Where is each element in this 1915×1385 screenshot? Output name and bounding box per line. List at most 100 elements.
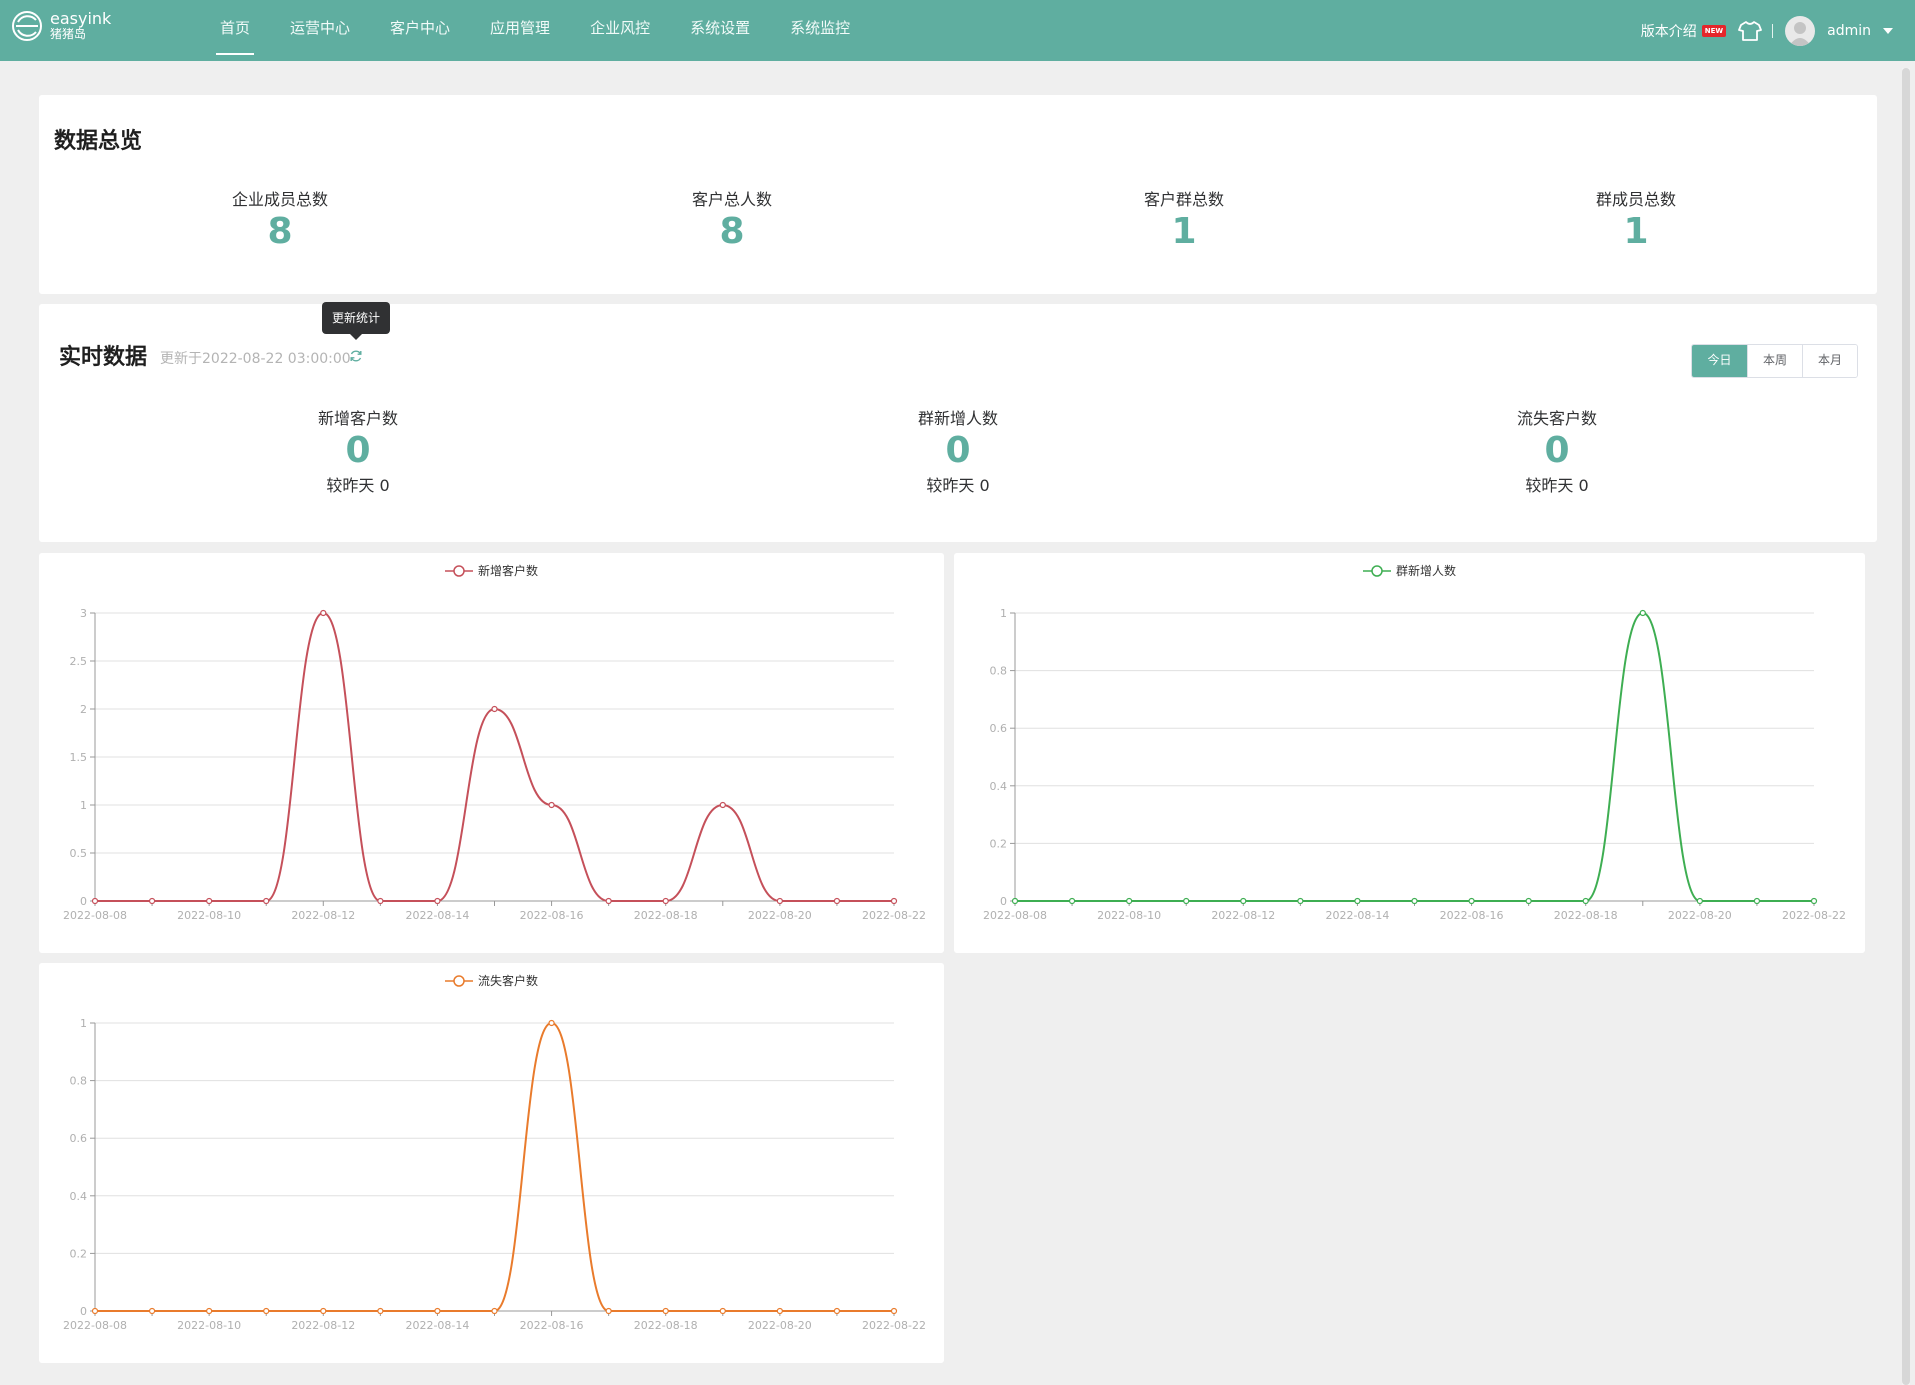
- stat-value: 0: [1544, 430, 1570, 471]
- data-point: [1810, 897, 1818, 905]
- username[interactable]: admin: [1827, 22, 1871, 39]
- nav-item-monitoring[interactable]: 系统监控: [790, 19, 851, 37]
- data-point: [1411, 897, 1418, 905]
- x-tick-label: 2022-08-14: [405, 909, 469, 922]
- y-tick-label: 0.8: [70, 1075, 88, 1088]
- overview-title: 数据总览: [54, 129, 143, 154]
- realtime-panel: [39, 304, 1877, 542]
- y-tick-label: 0.2: [70, 1247, 88, 1260]
- chart-legend[interactable]: 群新增人数: [954, 562, 1865, 579]
- data-point: [1525, 897, 1532, 905]
- nav-item-apps[interactable]: 应用管理: [490, 19, 551, 37]
- legend-line-icon: [444, 974, 473, 987]
- stat-value: 8: [719, 211, 745, 252]
- data-point: [320, 609, 327, 617]
- stat-lost-customers: 流失客户数 0 较昨天 0: [1457, 405, 1657, 496]
- stat-label: 客户群总数: [1143, 190, 1224, 209]
- stat-value: 1: [1623, 211, 1649, 252]
- x-tick-label: 2022-08-16: [520, 909, 584, 922]
- logo[interactable]: easyink 猪猪岛: [11, 9, 111, 42]
- data-point: [206, 1307, 213, 1315]
- data-point: [434, 1307, 441, 1315]
- series-line: [95, 1021, 894, 1312]
- x-tick-label: 2022-08-20: [748, 1319, 812, 1332]
- x-tick-label: 2022-08-18: [1554, 909, 1618, 922]
- stat-label: 群新增人数: [917, 409, 998, 428]
- y-tick-label: 0: [80, 1305, 87, 1318]
- x-tick-label: 2022-08-10: [1097, 909, 1161, 922]
- nav-item-risk-control[interactable]: 企业风控: [590, 19, 651, 37]
- data-point: [206, 897, 213, 905]
- group-new-line-chart: 0 0.2 0.4 0.6 0.8 1 2022-08-08 2022-08-10 2022-0…: [983, 607, 1846, 922]
- top-navbar: easyink 猪猪岛 首页 运营中心 客户中心 应用管理 企业风控 系统设置 …: [0, 0, 1915, 61]
- period-today-button[interactable]: 今日: [1692, 345, 1747, 377]
- logo-subtitle: 猪猪岛: [50, 27, 87, 42]
- x-tick-label: 2022-08-14: [1325, 909, 1389, 922]
- data-point: [662, 1307, 669, 1315]
- data-point: [1011, 897, 1019, 905]
- realtime-title: 实时数据: [59, 345, 148, 370]
- data-point: [1582, 897, 1589, 905]
- easyink-logo-icon: [12, 11, 42, 42]
- chart-legend[interactable]: 新增客户数: [39, 562, 944, 579]
- x-tick-label: 2022-08-08: [63, 1319, 127, 1332]
- data-point: [1126, 897, 1133, 905]
- data-point: [605, 897, 612, 905]
- y-tick-label: 0.4: [990, 780, 1008, 793]
- y-tick-label: 0.8: [990, 665, 1008, 678]
- data-point: [491, 1307, 498, 1315]
- lost-customers-line-chart: 0 0.2 0.4 0.6 0.8 1 2022-08-08 2022-08-10 2022-0…: [63, 1017, 926, 1332]
- refresh-icon[interactable]: [349, 349, 363, 363]
- version-intro-link[interactable]: 版本介绍: [1640, 23, 1697, 40]
- nav-item-settings[interactable]: 系统设置: [690, 19, 751, 37]
- user-avatar[interactable]: [1785, 15, 1816, 46]
- data-point: [719, 801, 726, 809]
- stat-group-new-members: 群新增人数 0 较昨天 0: [858, 405, 1058, 496]
- data-point: [434, 897, 441, 905]
- chart-legend[interactable]: 流失客户数: [39, 972, 944, 989]
- data-point: [1639, 609, 1646, 617]
- data-point: [833, 1307, 841, 1315]
- period-month-button[interactable]: 本月: [1802, 345, 1857, 377]
- data-point: [605, 1307, 612, 1315]
- x-tick-label: 2022-08-12: [291, 1319, 355, 1332]
- x-tick-label: 2022-08-18: [634, 909, 698, 922]
- skin-shirt-icon[interactable]: [1738, 20, 1763, 42]
- data-point: [263, 897, 270, 905]
- data-point: [548, 801, 555, 809]
- data-point: [148, 897, 156, 905]
- period-week-button[interactable]: 本周: [1747, 345, 1802, 377]
- data-point: [833, 897, 841, 905]
- nav-item-customers[interactable]: 客户中心: [390, 19, 451, 37]
- nav-item-operations[interactable]: 运营中心: [290, 19, 351, 37]
- stat-label: 新增客户数: [317, 409, 398, 428]
- legend-line-icon: [1362, 564, 1391, 577]
- stat-group-members-total: 群成员总数 1: [1536, 186, 1736, 253]
- data-point: [263, 1307, 270, 1315]
- x-tick-label: 2022-08-20: [748, 909, 812, 922]
- scrollbar-thumb[interactable]: [1902, 68, 1910, 1385]
- caret-down-icon[interactable]: [1883, 27, 1893, 34]
- x-tick-label: 2022-08-16: [520, 1319, 584, 1332]
- x-tick-label: 2022-08-08: [983, 909, 1047, 922]
- legend-line-icon: [444, 564, 473, 577]
- x-tick-label: 2022-08-12: [291, 909, 355, 922]
- page-scrollbar[interactable]: [1902, 68, 1910, 1385]
- data-point: [719, 1307, 726, 1315]
- x-tick-label: 2022-08-16: [1440, 909, 1504, 922]
- x-tick-label: 2022-08-20: [1668, 909, 1732, 922]
- chart-group-new-panel: 群新增人数 0 0.2 0.4 0.6 0.8 1 2022-08-08 2022-08-10…: [954, 553, 1865, 953]
- data-point: [1354, 897, 1361, 905]
- x-tick-label: 2022-08-22: [862, 1319, 926, 1332]
- x-tick-label: 2022-08-12: [1211, 909, 1275, 922]
- legend-label: 群新增人数: [1395, 564, 1456, 578]
- data-point: [91, 1307, 99, 1315]
- nav-item-home[interactable]: 首页: [210, 0, 260, 61]
- data-point: [1183, 897, 1190, 905]
- series-line: [95, 611, 894, 902]
- legend-label: 流失客户数: [477, 974, 538, 988]
- stat-label: 企业成员总数: [231, 190, 328, 209]
- y-tick-label: 0.4: [70, 1190, 88, 1203]
- y-tick-label: 1: [80, 799, 87, 812]
- stat-compare: 较昨天 0: [926, 476, 990, 496]
